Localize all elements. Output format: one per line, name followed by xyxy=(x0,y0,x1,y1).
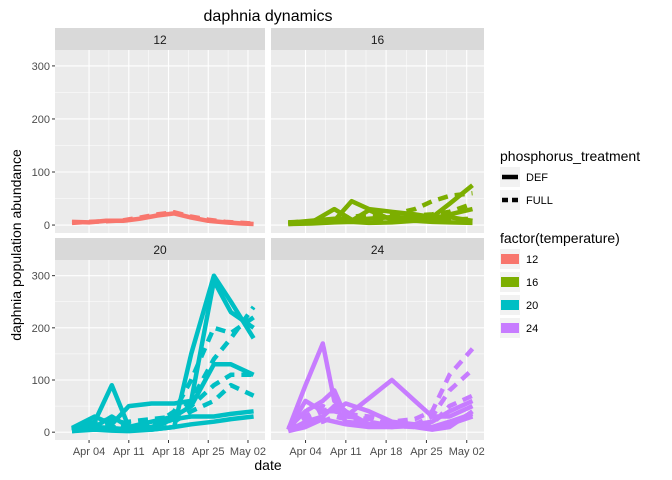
x-tick-label: Apr 25 xyxy=(410,446,442,458)
panel-background xyxy=(271,50,484,233)
y-tick-label: 200 xyxy=(32,323,50,335)
y-tick-label: 300 xyxy=(32,271,50,283)
x-tick-label: Apr 18 xyxy=(152,446,184,458)
panel-background xyxy=(55,260,265,440)
plot-title: daphnia dynamics xyxy=(204,8,333,25)
panel-background xyxy=(55,50,265,233)
y-tick-label: 100 xyxy=(32,375,50,387)
series-line-def xyxy=(71,414,254,434)
legend-swatch-12 xyxy=(501,254,519,264)
series-line-full xyxy=(287,367,475,432)
legend-title-color: factor(temperature) xyxy=(500,230,620,246)
legend-label-full: FULL xyxy=(526,195,553,207)
facet-panel-12: 12 0 100 200 300 xyxy=(32,28,265,233)
x-tick-label: Apr 04 xyxy=(289,446,321,458)
legend-label-12: 12 xyxy=(526,254,538,266)
legend-title-linetype: phosphorus_treatment xyxy=(500,148,640,164)
facet-strip xyxy=(271,28,484,50)
legend-label-20: 20 xyxy=(526,300,538,312)
x-tick-label: Apr 25 xyxy=(192,446,224,458)
series-line-def xyxy=(287,414,474,434)
facet-panel-24: 24 Apr 04 Apr 11 Apr 18 Apr 25 May 02 xyxy=(271,238,485,458)
x-tick-label: May 02 xyxy=(449,446,485,458)
legend-label-def: DEF xyxy=(526,172,548,184)
y-axis-title: daphnia population abundance xyxy=(8,149,24,341)
legend-swatch-16 xyxy=(501,277,519,287)
facet-strip-label: 16 xyxy=(371,33,385,47)
series-line-full xyxy=(71,382,255,433)
legend-key-bg xyxy=(500,190,520,210)
y-tick-label: 300 xyxy=(32,61,50,73)
x-tick-label: Apr 18 xyxy=(370,446,402,458)
legend: phosphorus_treatment DEF FULL factor(temper… xyxy=(500,148,640,338)
series-line-full xyxy=(288,214,473,227)
y-tick-label: 100 xyxy=(32,167,50,179)
series-line-full xyxy=(71,372,254,434)
series-line-full xyxy=(71,305,256,433)
legend-swatch-20 xyxy=(501,300,519,310)
legend-swatch-24 xyxy=(501,323,519,333)
series-line-full xyxy=(71,210,254,226)
x-tick-label: Apr 11 xyxy=(330,446,362,458)
facet-strip xyxy=(55,28,265,50)
facet-strip-label: 24 xyxy=(371,243,385,257)
x-tick-label: May 02 xyxy=(230,446,266,458)
x-axis-title: date xyxy=(254,457,281,473)
facet-strip-label: 12 xyxy=(153,33,167,47)
series-line-full xyxy=(71,315,255,432)
y-tick-label: 0 xyxy=(44,220,50,232)
series-line-full xyxy=(286,347,475,432)
x-tick-label: Apr 04 xyxy=(73,446,105,458)
y-tick-label: 0 xyxy=(44,427,50,439)
x-tick-label: Apr 11 xyxy=(113,446,145,458)
facet-strip xyxy=(271,238,484,260)
legend-label-16: 16 xyxy=(526,277,538,289)
facet-panel-16: 16 xyxy=(271,28,484,233)
legend-label-24: 24 xyxy=(526,323,538,335)
facet-strip-label: 20 xyxy=(153,243,167,257)
y-tick-label: 200 xyxy=(32,114,50,126)
series-line-full xyxy=(287,393,474,433)
facet-strip xyxy=(55,238,265,260)
